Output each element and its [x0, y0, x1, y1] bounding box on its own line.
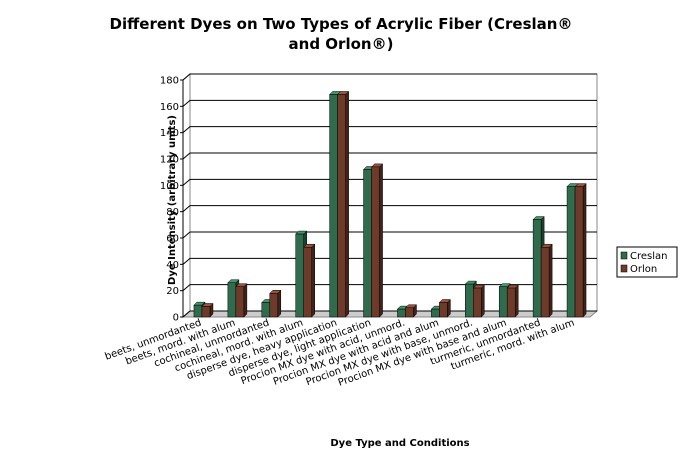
bar-side	[481, 284, 485, 318]
bar-side	[379, 163, 383, 318]
bar	[371, 166, 380, 318]
grid-line	[182, 73, 597, 81]
bar	[574, 186, 584, 318]
bar	[227, 282, 237, 318]
y-axis-title: Dye Intensity (arbitrary units)	[167, 115, 178, 285]
grid-line	[182, 152, 597, 160]
grid-line	[182, 99, 597, 107]
grid-line	[182, 126, 597, 134]
bar	[303, 246, 312, 318]
bar	[439, 302, 448, 318]
legend-label: Creslan	[630, 251, 667, 262]
bar	[337, 94, 346, 318]
grid-line	[182, 310, 597, 318]
back-wall	[189, 73, 598, 312]
legend: Creslan Orlon	[616, 246, 678, 278]
bar-side	[243, 283, 248, 318]
bar	[363, 169, 372, 318]
bar	[405, 307, 414, 318]
bar	[201, 306, 211, 318]
bar	[235, 286, 245, 318]
bar	[261, 302, 271, 318]
legend-label: Orlon	[630, 264, 657, 275]
bar	[498, 286, 508, 318]
bar	[193, 304, 203, 318]
bar	[295, 233, 304, 318]
bar	[397, 308, 406, 318]
grid-line	[182, 178, 597, 186]
y-tick-label: 180	[160, 76, 179, 87]
x-axis-title: Dye Type and Conditions	[330, 438, 469, 449]
bar-side	[548, 243, 553, 318]
bar	[329, 94, 338, 318]
side-wall	[182, 72, 191, 319]
bar-side	[514, 284, 519, 318]
bar-side	[345, 90, 349, 318]
y-tick-label: 0	[173, 313, 179, 324]
y-tick-label: 140	[160, 128, 179, 139]
y-tick-label: 60	[166, 234, 179, 245]
y-tick-label: 20	[166, 286, 179, 297]
grid-line	[182, 257, 597, 265]
bar-side	[311, 243, 315, 318]
grid-line	[182, 231, 597, 239]
bar	[566, 186, 576, 318]
bar	[431, 308, 440, 318]
bar	[540, 246, 550, 318]
legend-swatch	[620, 264, 628, 273]
grid-line	[182, 205, 597, 213]
bar	[473, 287, 482, 318]
legend-swatch	[620, 251, 628, 260]
y-tick-label: 160	[160, 102, 179, 113]
chart-title: Different Dyes on Two Types of Acrylic F…	[109, 15, 573, 53]
bar	[532, 219, 542, 318]
bar	[465, 283, 474, 318]
y-tick-label: 80	[166, 207, 179, 218]
bar-side	[582, 183, 587, 318]
y-tick-label: 100	[160, 181, 179, 192]
bar-side	[277, 289, 282, 318]
bar	[506, 287, 516, 318]
y-tick-label: 40	[166, 260, 179, 271]
bar	[269, 293, 279, 318]
grid-line	[182, 284, 597, 292]
y-tick-label: 120	[160, 155, 179, 166]
